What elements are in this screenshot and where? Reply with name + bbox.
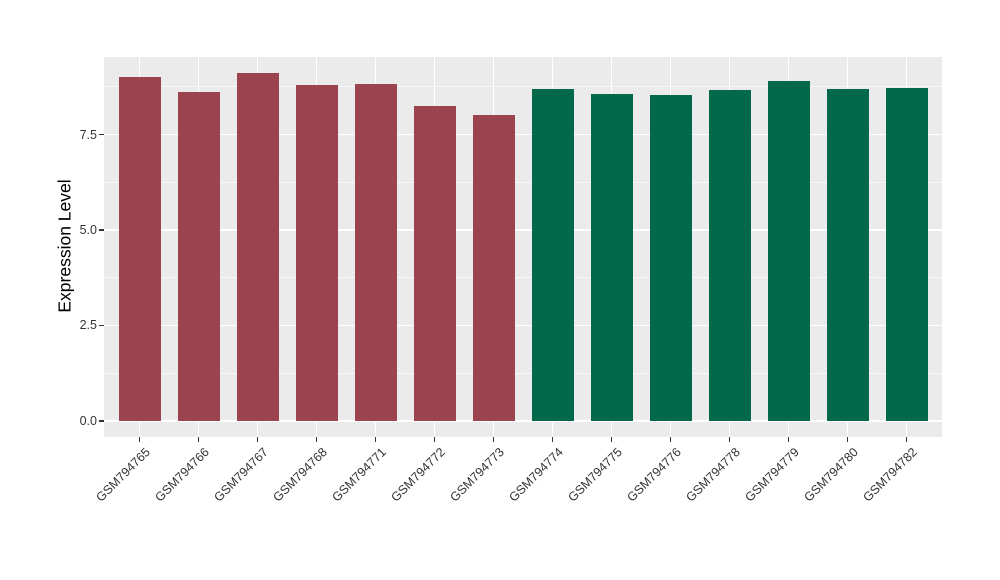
- bar-GSM794774: [531, 88, 574, 421]
- x-tick-label: GSM794774: [505, 445, 566, 505]
- gridline-minor-horizontal: [104, 181, 942, 183]
- y-tick-label: 5.0: [79, 223, 97, 237]
- bar-GSM794766: [177, 91, 220, 421]
- bar-GSM794773: [472, 115, 515, 421]
- x-tick-label: GSM794772: [387, 445, 448, 505]
- gridline-major-horizontal: [104, 420, 942, 422]
- y-tick-mark: [99, 133, 104, 136]
- bar-GSM794767: [236, 72, 279, 421]
- x-tick-label: GSM794771: [328, 445, 389, 505]
- x-tick-label: GSM794780: [800, 445, 861, 505]
- gridline-minor-horizontal: [104, 277, 942, 279]
- x-tick-mark: [669, 437, 672, 442]
- bar-GSM794775: [590, 94, 633, 421]
- x-tick-mark: [492, 437, 495, 442]
- x-tick-label: GSM794767: [210, 445, 271, 505]
- x-tick-mark: [787, 437, 790, 442]
- bar-GSM794780: [826, 88, 869, 421]
- gridline-major-horizontal: [104, 324, 942, 327]
- bar-GSM794782: [885, 87, 928, 421]
- x-tick-mark: [138, 437, 141, 442]
- bar-GSM794779: [767, 81, 810, 421]
- y-tick-mark: [99, 420, 104, 422]
- y-tick-label: 0.0: [79, 413, 97, 428]
- gridline-major-horizontal: [104, 133, 942, 136]
- x-tick-mark: [374, 437, 377, 442]
- x-tick-mark: [315, 437, 318, 442]
- x-tick-mark: [256, 437, 259, 442]
- plot-panel: [104, 57, 942, 437]
- x-tick-mark: [905, 437, 908, 442]
- bar-GSM794772: [413, 105, 456, 421]
- bar-GSM794768: [295, 84, 338, 421]
- x-tick-label: GSM794768: [269, 445, 330, 505]
- bar-GSM794778: [708, 89, 751, 421]
- x-tick-label: GSM794779: [741, 445, 802, 505]
- y-tick-mark: [99, 229, 104, 231]
- x-tick-label: GSM794765: [92, 445, 153, 505]
- bar-GSM794771: [354, 84, 397, 421]
- x-tick-mark: [197, 437, 200, 442]
- x-tick-mark: [728, 437, 731, 442]
- gridline-minor-horizontal: [104, 86, 942, 88]
- y-tick-label: 7.5: [79, 127, 97, 142]
- y-tick-mark: [99, 324, 104, 327]
- x-tick-label: GSM794775: [564, 445, 625, 505]
- bar-GSM794776: [649, 95, 692, 421]
- y-tick-label: 2.5: [79, 318, 97, 333]
- x-tick-mark: [433, 437, 436, 442]
- x-tick-label: GSM794766: [151, 445, 212, 505]
- x-tick-label: GSM794776: [623, 445, 684, 505]
- x-tick-mark: [551, 437, 554, 442]
- x-tick-label: GSM794782: [859, 445, 920, 505]
- y-axis-title: Expression Level: [54, 179, 75, 313]
- x-tick-label: GSM794778: [682, 445, 743, 505]
- gridline-major-horizontal: [104, 229, 942, 231]
- x-tick-label: GSM794773: [446, 445, 507, 505]
- gridline-minor-horizontal: [104, 372, 942, 374]
- x-tick-mark: [610, 437, 613, 442]
- bar-GSM794765: [118, 77, 161, 421]
- x-tick-mark: [846, 437, 849, 442]
